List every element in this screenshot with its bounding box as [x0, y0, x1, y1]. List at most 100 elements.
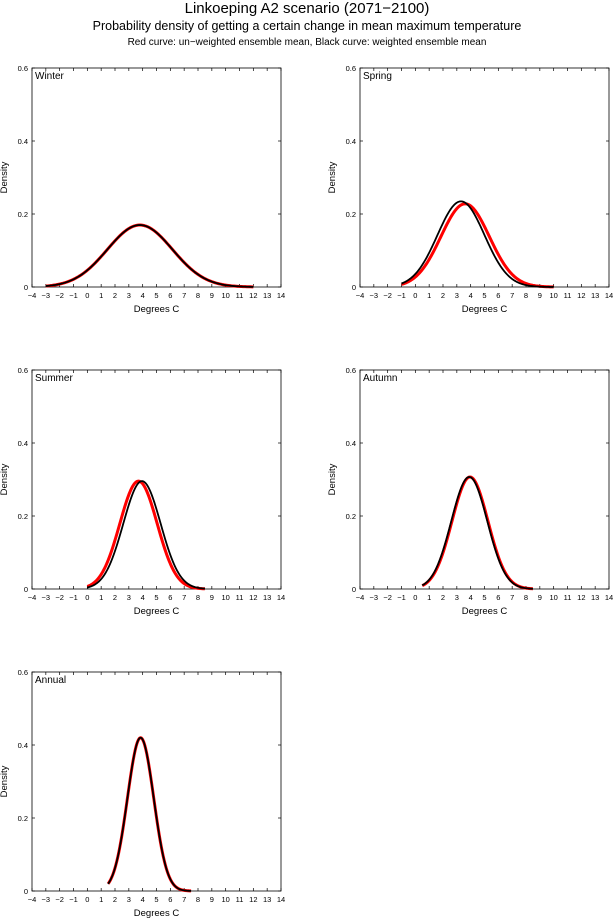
x-tick-label: 7 — [182, 895, 186, 904]
series-weighted-curve — [107, 736, 192, 892]
panel-label: Annual — [35, 675, 66, 686]
y-tick-label: 0.6 — [18, 64, 28, 73]
y-tick-label: 0.4 — [18, 137, 28, 146]
panel-label: Spring — [363, 71, 392, 82]
x-tick-label: 14 — [277, 895, 285, 904]
y-tick-label: 0.2 — [18, 210, 28, 219]
x-tick-label: 7 — [182, 291, 186, 300]
x-tick-label: 12 — [249, 291, 257, 300]
x-tick-label: 12 — [577, 291, 585, 300]
y-tick-label: 0 — [24, 585, 28, 594]
panel-annual: −4 −3 −2 −1 0 1 2 3 4 5 6 7 8 9 10 11 12 13 1400.20.40.6De… — [0, 668, 285, 919]
x-tick-label: 4 — [141, 291, 145, 300]
y-axis-label: Density — [0, 463, 10, 495]
x-tick-label: 4 — [141, 895, 145, 904]
y-tick-label: 0.6 — [18, 366, 28, 375]
x-tick-label: −4 — [356, 291, 365, 300]
x-tick-label: 3 — [127, 291, 131, 300]
chart-subtitle: Probability density of getting a certain… — [92, 19, 522, 33]
x-tick-label: 12 — [577, 593, 585, 602]
x-tick-label: 0 — [85, 593, 89, 602]
plot-frame — [31, 67, 282, 288]
x-tick-label: 3 — [127, 895, 131, 904]
x-axis-label: Degrees C — [462, 304, 508, 315]
series-unweighted-curve — [86, 479, 206, 591]
x-tick-label: 13 — [591, 593, 599, 602]
plot-frame — [31, 671, 282, 892]
y-axis-label: Density — [0, 161, 10, 193]
y-tick-label: 0.4 — [346, 439, 356, 448]
x-tick-label: 7 — [510, 593, 514, 602]
x-tick-label: 12 — [249, 593, 257, 602]
x-axis-label: Degrees C — [134, 606, 180, 617]
y-axis-label: Density — [327, 161, 338, 193]
y-tick-label: 0.4 — [18, 439, 28, 448]
x-tick-label: −3 — [42, 593, 51, 602]
y-tick-label: 0 — [24, 887, 28, 896]
panel-label: Winter — [35, 71, 65, 82]
x-tick-label: −2 — [55, 593, 64, 602]
x-tick-label: −3 — [370, 593, 379, 602]
x-tick-label: −2 — [55, 895, 64, 904]
y-tick-label: 0 — [24, 283, 28, 292]
x-tick-label: 13 — [263, 895, 271, 904]
x-tick-label: 7 — [510, 291, 514, 300]
x-tick-label: 3 — [127, 593, 131, 602]
x-tick-label: 5 — [482, 593, 486, 602]
x-tick-label: 5 — [154, 593, 158, 602]
x-tick-label: 10 — [221, 291, 229, 300]
x-tick-label: −3 — [370, 291, 379, 300]
x-tick-label: 9 — [210, 593, 214, 602]
x-tick-label: 11 — [236, 593, 244, 602]
series-unweighted-curve — [421, 475, 534, 591]
x-tick-label: 14 — [605, 291, 613, 300]
x-axis-label: Degrees C — [134, 304, 180, 315]
x-tick-label: 0 — [413, 291, 417, 300]
x-tick-label: −1 — [69, 593, 78, 602]
x-tick-label: 8 — [524, 593, 528, 602]
x-tick-label: 1 — [99, 593, 103, 602]
series-weighted-curve — [401, 200, 554, 288]
x-tick-label: 14 — [605, 593, 613, 602]
series-weighted-curve — [87, 480, 206, 590]
x-tick-label: 6 — [168, 895, 172, 904]
x-tick-label: 0 — [85, 291, 89, 300]
x-tick-label: 1 — [99, 895, 103, 904]
series-unweighted-curve — [400, 202, 555, 289]
x-tick-label: 6 — [168, 291, 172, 300]
x-tick-label: 9 — [210, 895, 214, 904]
series-weighted-curve — [421, 476, 534, 590]
y-tick-label: 0.2 — [346, 512, 356, 521]
x-tick-label: 13 — [263, 593, 271, 602]
y-axis-label: Density — [0, 765, 10, 797]
x-tick-label: 1 — [427, 291, 431, 300]
x-tick-label: 8 — [196, 895, 200, 904]
x-tick-label: 6 — [496, 291, 500, 300]
x-tick-label: 13 — [263, 291, 271, 300]
x-tick-label: 3 — [455, 593, 459, 602]
x-tick-label: 9 — [538, 291, 542, 300]
x-tick-label: 2 — [113, 593, 117, 602]
x-tick-label: 7 — [182, 593, 186, 602]
x-tick-label: 9 — [538, 593, 542, 602]
x-axis-label: Degrees C — [134, 908, 180, 919]
x-tick-label: −4 — [28, 291, 37, 300]
x-tick-label: 1 — [427, 593, 431, 602]
y-tick-label: 0.6 — [346, 64, 356, 73]
x-tick-label: 8 — [196, 291, 200, 300]
x-tick-label: −2 — [383, 593, 392, 602]
x-tick-label: 4 — [469, 291, 473, 300]
panel-label: Summer — [35, 373, 73, 384]
y-tick-label: 0 — [352, 283, 356, 292]
series-weighted-curve — [45, 224, 254, 288]
x-tick-label: 10 — [221, 895, 229, 904]
panel-label: Autumn — [363, 373, 397, 384]
x-tick-label: 2 — [113, 291, 117, 300]
x-axis-label: Degrees C — [462, 606, 508, 617]
plot-frame — [359, 369, 610, 590]
x-tick-label: 8 — [524, 291, 528, 300]
x-tick-label: 3 — [455, 291, 459, 300]
y-tick-label: 0.2 — [18, 512, 28, 521]
y-axis-label: Density — [327, 463, 338, 495]
panel-winter: −4 −3 −2 −1 0 1 2 3 4 5 6 7 8 9 10 11 12 13 1400.20.40.6De… — [0, 64, 285, 315]
